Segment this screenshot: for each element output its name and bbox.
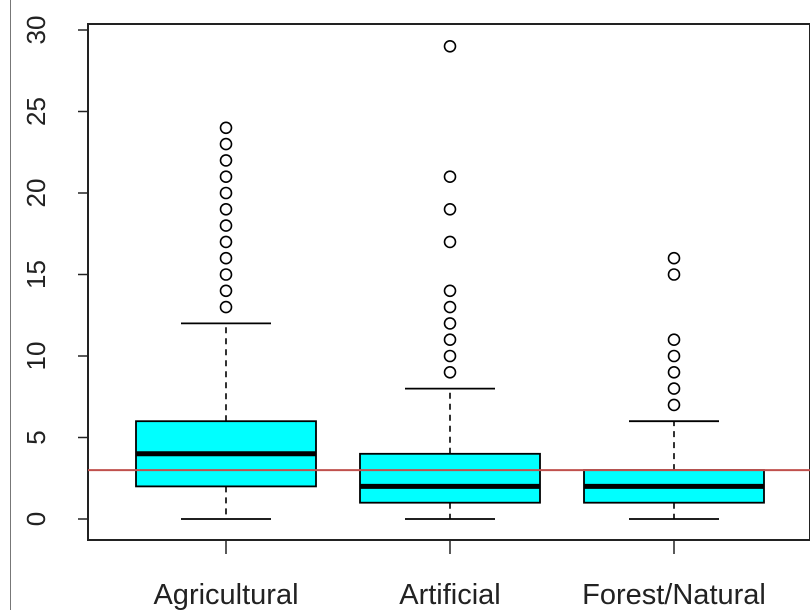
outlier-point-artificial xyxy=(443,235,457,249)
outlier-point-agricultural xyxy=(219,300,233,314)
outlier-point-artificial xyxy=(443,349,457,363)
outlier-point-artificial xyxy=(443,170,457,183)
outlier-point-agricultural xyxy=(219,186,233,200)
outlier-point-agricultural xyxy=(219,235,233,249)
outlier-point-agricultural xyxy=(219,219,233,232)
plot-frame xyxy=(87,23,810,541)
outlier-point-agricultural xyxy=(219,154,233,167)
y-tick-label-15: 15 xyxy=(21,260,51,289)
outlier-point-agricultural xyxy=(219,203,233,216)
y-tick-label-5: 5 xyxy=(21,430,51,444)
outlier-point-artificial xyxy=(443,284,457,298)
x-tick-label-agricultural: Agricultural xyxy=(153,579,298,610)
y-tick-label-25: 25 xyxy=(21,97,51,126)
box-group-agricultural xyxy=(135,121,317,520)
box-group-forest-natural xyxy=(583,251,765,520)
outlier-point-artificial xyxy=(443,203,457,216)
outlier-point-forest-natural xyxy=(667,365,681,379)
outlier-point-artificial xyxy=(443,39,457,53)
outlier-point-forest-natural xyxy=(667,398,681,412)
outlier-point-artificial xyxy=(443,300,457,314)
outlier-point-forest-natural xyxy=(667,382,681,395)
outlier-point-artificial xyxy=(443,365,457,379)
box-group-artificial xyxy=(359,39,541,520)
outlier-point-agricultural xyxy=(219,284,233,298)
outlier-point-artificial xyxy=(443,333,457,347)
outlier-point-forest-natural xyxy=(667,268,681,281)
left-window-edge xyxy=(10,0,11,610)
outlier-point-agricultural xyxy=(219,268,233,281)
outlier-point-agricultural xyxy=(219,121,233,135)
outlier-point-forest-natural xyxy=(667,349,681,363)
y-tick-label-0: 0 xyxy=(21,512,51,526)
x-tick-label-forest-natural: Forest/Natural xyxy=(582,579,766,610)
outlier-point-artificial xyxy=(443,317,457,330)
outlier-point-agricultural xyxy=(219,170,233,183)
y-tick-label-20: 20 xyxy=(21,179,51,208)
outlier-point-agricultural xyxy=(219,137,233,151)
outlier-point-forest-natural xyxy=(667,333,681,347)
outlier-point-forest-natural xyxy=(667,251,681,265)
box-artificial xyxy=(359,452,541,504)
y-tick-label-30: 30 xyxy=(21,16,51,45)
outlier-point-agricultural xyxy=(219,251,233,265)
y-tick-label-10: 10 xyxy=(21,342,51,371)
x-tick-label-artificial: Artificial xyxy=(399,579,501,610)
